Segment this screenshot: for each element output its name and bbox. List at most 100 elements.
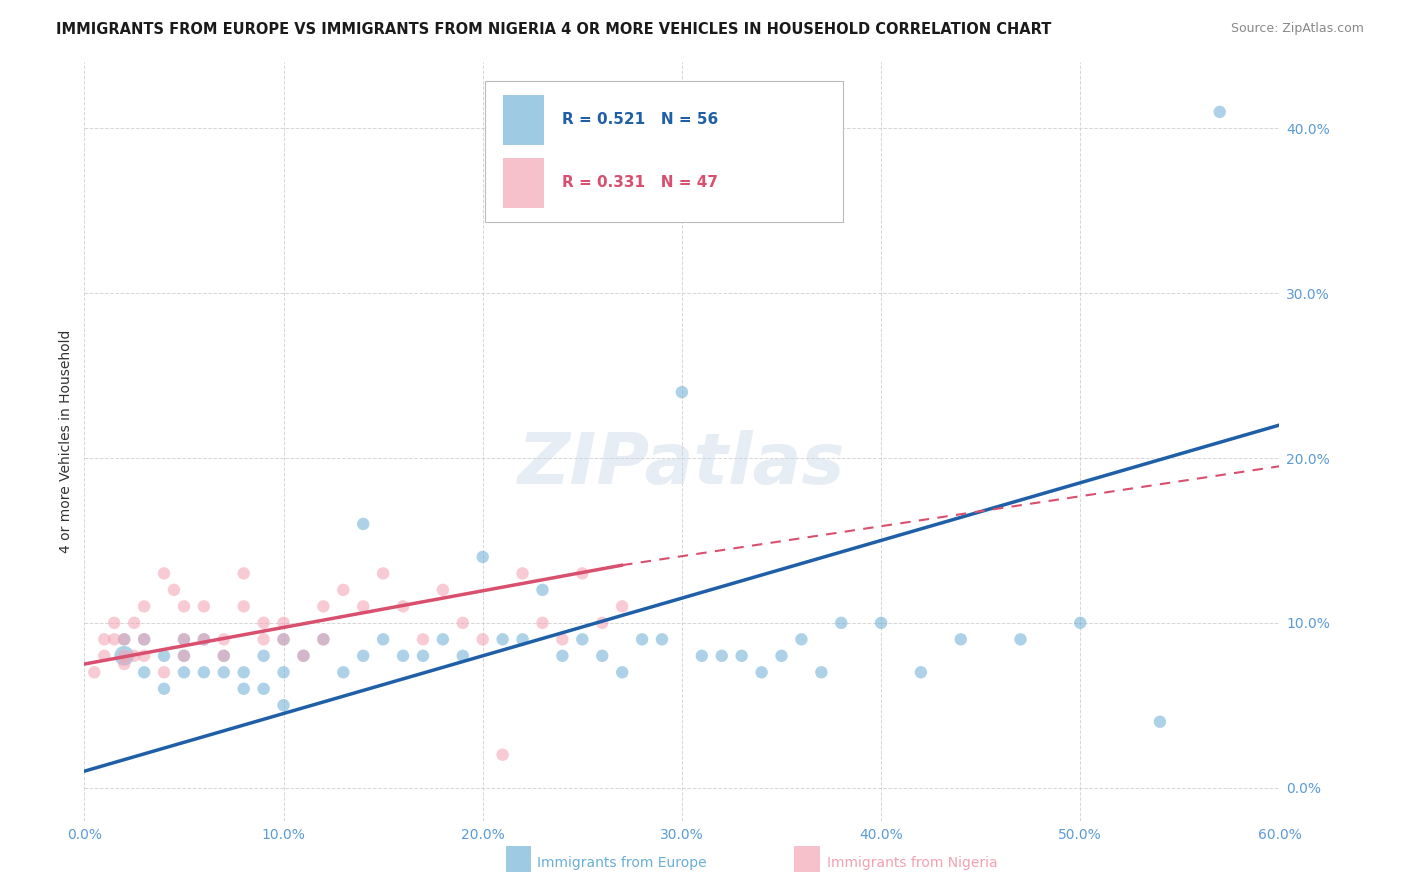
Point (93, 632, 115, 647)
Point (232, 566, 254, 581)
Point (163, 582, 186, 597)
Point (731, 648, 754, 663)
Point (112, 657, 135, 671)
Point (212, 665, 235, 680)
Text: Immigrants from Nigeria: Immigrants from Nigeria (827, 856, 997, 871)
Point (153, 648, 176, 663)
Text: R = 0.331   N = 47: R = 0.331 N = 47 (562, 176, 718, 191)
Point (471, 632, 494, 647)
Point (949, 632, 972, 647)
Point (591, 648, 613, 663)
Point (93, 648, 115, 663)
Point (193, 665, 215, 680)
Point (132, 648, 156, 663)
Point (122, 615, 145, 630)
Point (253, 615, 276, 630)
Point (612, 665, 634, 680)
Point (1149, 714, 1171, 729)
Point (451, 615, 474, 630)
Point (392, 648, 415, 663)
Point (292, 648, 315, 663)
Point (212, 648, 235, 663)
Point (451, 648, 474, 663)
Point (173, 632, 195, 647)
Point (112, 648, 135, 663)
Text: Immigrants from Europe: Immigrants from Europe (537, 856, 707, 871)
Point (432, 632, 454, 647)
Text: ZIPatlas: ZIPatlas (519, 430, 845, 499)
Point (571, 566, 593, 581)
Point (591, 615, 613, 630)
Point (671, 385, 693, 400)
Point (212, 632, 235, 647)
Point (273, 698, 295, 713)
Text: IMMIGRANTS FROM EUROPE VS IMMIGRANTS FROM NIGERIA 4 OR MORE VEHICLES IN HOUSEHOL: IMMIGRANTS FROM EUROPE VS IMMIGRANTS FRO… (56, 22, 1052, 37)
Point (132, 632, 156, 647)
Point (432, 582, 454, 597)
Point (790, 632, 813, 647)
Point (412, 648, 434, 663)
Point (910, 665, 932, 680)
Point (1069, 615, 1091, 630)
Point (352, 599, 374, 614)
Point (212, 648, 235, 663)
Point (193, 632, 215, 647)
Point (332, 582, 354, 597)
Point (253, 681, 276, 696)
Point (690, 648, 713, 663)
Point (112, 648, 135, 663)
Point (551, 648, 574, 663)
Point (751, 665, 773, 680)
Point (352, 648, 374, 663)
Y-axis label: 4 or more Vehicles in Household: 4 or more Vehicles in Household (59, 330, 73, 553)
Point (312, 599, 335, 614)
Point (253, 648, 276, 663)
Point (193, 599, 215, 614)
Point (112, 632, 135, 647)
Point (651, 632, 673, 647)
Point (312, 632, 335, 647)
Point (1010, 632, 1032, 647)
Point (153, 665, 176, 680)
Point (103, 632, 125, 647)
Point (551, 632, 574, 647)
Point (122, 648, 145, 663)
Point (412, 632, 434, 647)
Point (132, 632, 156, 647)
Point (531, 582, 554, 597)
Point (471, 549, 494, 564)
Point (253, 632, 276, 647)
Point (153, 566, 176, 581)
Point (612, 599, 634, 614)
Point (132, 599, 156, 614)
Point (232, 599, 254, 614)
Point (173, 665, 195, 680)
Point (273, 615, 295, 630)
Text: R = 0.521   N = 56: R = 0.521 N = 56 (562, 112, 718, 128)
Point (492, 747, 515, 762)
Point (173, 632, 195, 647)
Point (870, 615, 893, 630)
Point (83, 665, 105, 680)
Point (352, 516, 374, 531)
FancyBboxPatch shape (485, 81, 844, 221)
Point (830, 615, 852, 630)
Point (373, 566, 395, 581)
Point (512, 632, 534, 647)
Point (173, 599, 195, 614)
Point (770, 648, 793, 663)
Point (571, 632, 593, 647)
Point (173, 648, 195, 663)
Point (810, 665, 832, 680)
Point (173, 648, 195, 663)
Point (232, 681, 254, 696)
Point (631, 632, 654, 647)
Text: Source: ZipAtlas.com: Source: ZipAtlas.com (1230, 22, 1364, 36)
Point (103, 615, 125, 630)
Point (312, 632, 335, 647)
Point (112, 632, 135, 647)
Point (1209, 104, 1232, 119)
Point (492, 632, 515, 647)
Point (153, 681, 176, 696)
FancyBboxPatch shape (503, 95, 544, 145)
